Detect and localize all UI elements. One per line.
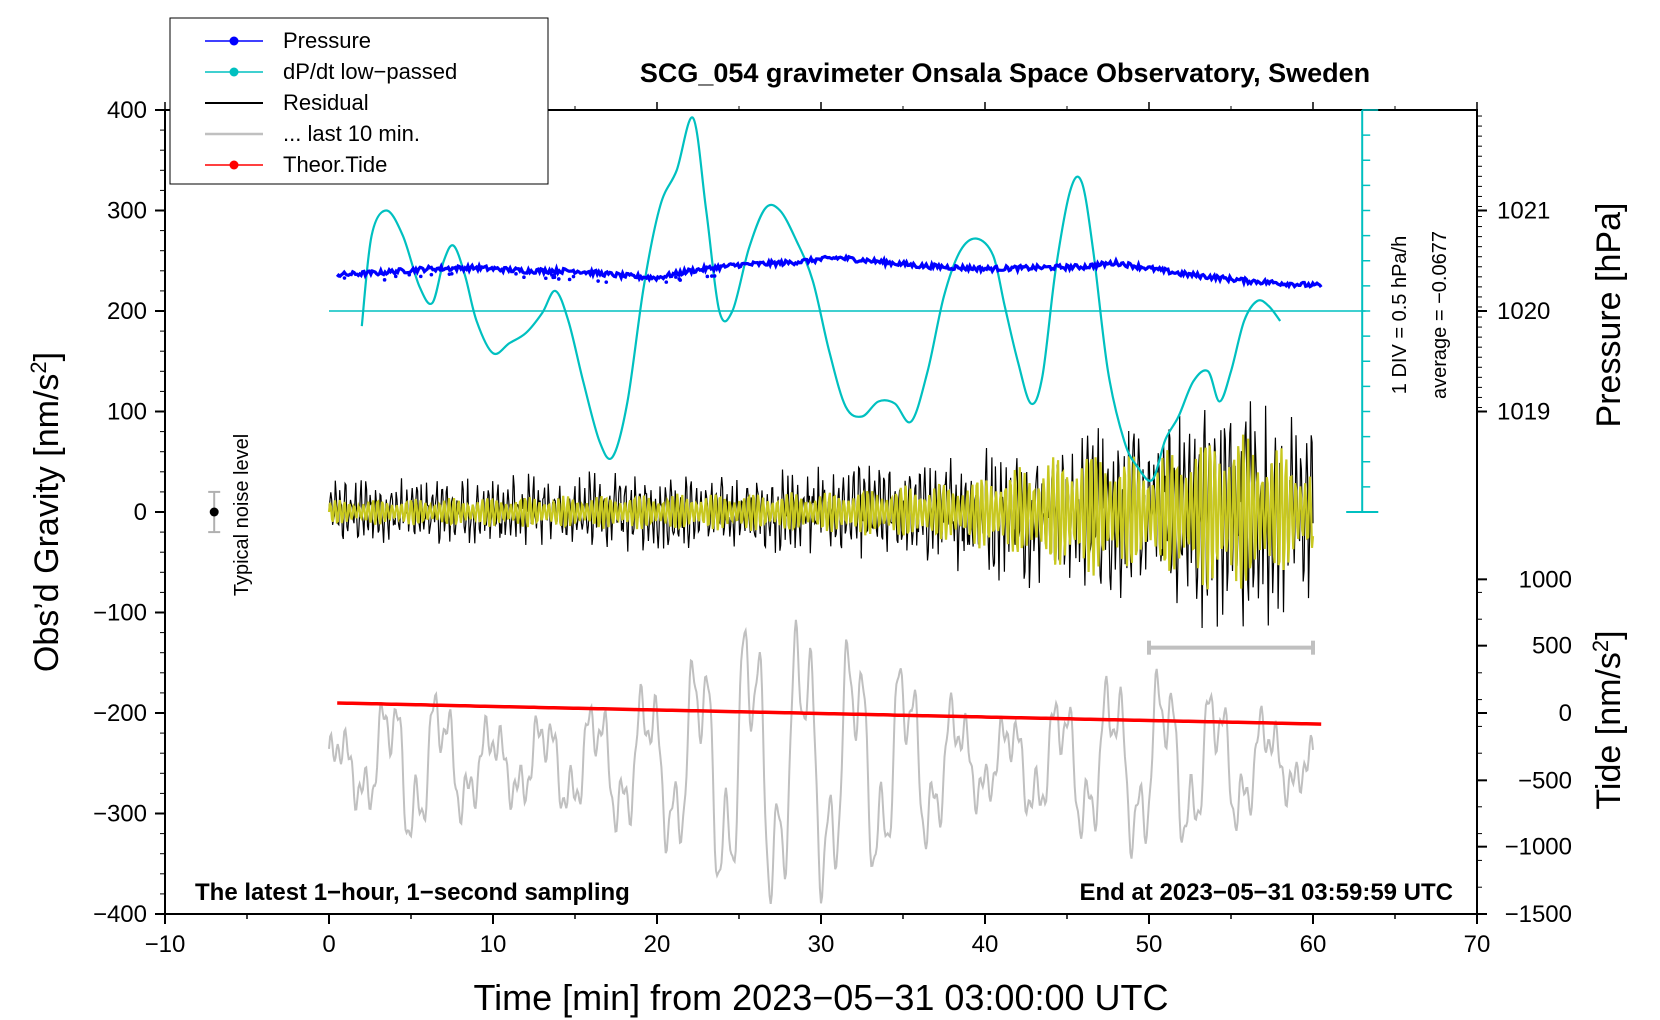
x-tick-label: 60 [1300,931,1327,958]
pressure-outlier-point [429,272,434,277]
tide-tick-label: −1000 [1505,834,1572,861]
tide-tick-label: −500 [1518,767,1572,794]
tide-tick-label: 1000 [1519,566,1572,593]
pressure-outlier-point [664,280,669,284]
legend-item-dpdt: dP/dt low−passed [205,59,457,84]
pressure-outlier-point [567,277,572,282]
annotation-end-time: End at 2023−05−31 03:59:59 UTC [1079,879,1453,906]
y-left-tick-label: 100 [107,399,147,426]
pressure-outlier-point [418,274,423,279]
pressure-outlier-point [596,279,600,283]
y-left-tick-label: −300 [93,801,147,828]
series-residual [328,401,1314,629]
y-axis-tide-label-main: Tide [nm/s [1590,652,1628,809]
dpdt-average-label: average = −0.0677 [1429,231,1451,399]
pressure-outlier-point [674,275,678,279]
pressure-outlier-point [544,276,548,281]
y-axis-tide-label-end: ] [1590,630,1628,639]
pressure-outlier-point [450,271,454,276]
y-left-tick-label: 200 [107,298,147,325]
pressure-outlier-point [382,278,387,282]
noise-bar-dot [209,507,219,517]
y-axis-tide-label-sup: 2 [1588,640,1613,652]
x-axis-label: Time [min] from 2023−05−31 03:00:00 UTC [473,977,1168,1018]
series-pressure [335,253,1323,290]
y-axis-left-label-end: ] [28,352,66,361]
series-tide [337,701,1322,726]
pressure-outlier-point [677,277,681,281]
y-axis-left: 400 300 200 100 0 −100 −200 −300 −400 [93,97,165,928]
pressure-outlier-point [522,275,526,280]
x-tick-label: 40 [972,931,999,958]
pressure-tick-label: 1020 [1497,298,1550,325]
pressure-outlier-point [571,274,576,279]
legend-marker-tide [229,160,239,170]
legend-marker-pressure [229,36,239,46]
annotation-sampling: The latest 1−hour, 1−second sampling [195,879,630,906]
chart-title: SCG_054 gravimeter Onsala Space Observat… [640,58,1370,88]
y-left-tick-label: −200 [93,700,147,727]
x-axis: −10 0 10 20 30 40 50 60 70 [145,102,1491,958]
tide-tick-label: 0 [1559,700,1572,727]
x-tick-label: 70 [1464,931,1491,958]
pressure-outlier-point [604,280,609,284]
x-tick-label: 30 [808,931,835,958]
pressure-outlier-point [514,272,518,276]
pressure-outlier-point [342,276,347,280]
x-tick-label: 50 [1136,931,1163,958]
legend-item-last10: ... last 10 min. [205,121,420,146]
y-left-tick-label: −400 [93,901,147,928]
legend: Pressure dP/dt low−passed Residual ... l… [169,17,549,185]
pressure-outlier-point [556,277,561,281]
noise-label: Typical noise level [231,434,253,596]
legend-item-tide: Theor.Tide [205,152,387,177]
legend-item-residual: Residual [205,90,369,115]
legend-label-residual: Residual [283,90,369,115]
pressure-outlier-point [705,274,710,279]
y-axis-pressure-label: Pressure [hPa] [1590,203,1628,428]
y-axis-tide-label: Tide [nm/s2] [1588,630,1629,809]
tide-tick-label: 500 [1532,633,1572,660]
x-tick-label: 10 [480,931,507,958]
legend-marker-dpdt [229,67,239,77]
legend-item-pressure: Pressure [205,28,371,53]
pressure-tick-label: 1021 [1497,198,1550,225]
y-left-tick-label: −100 [93,600,147,627]
y-axis-left-label-sup: 2 [26,361,51,373]
series-layer [327,116,1366,905]
y-axis-left-label-main: Obs’d Gravity [nm/s [28,374,66,673]
legend-label-pressure: Pressure [283,28,371,53]
y-axis-right: 1021 1020 1019 1000 500 0 −500 −1000 −1500 [1477,115,1572,928]
y-axis-left-label: Obs’d Gravity [nm/s2] [26,352,67,672]
pressure-outlier-point [552,275,557,280]
series-dpdt [360,116,1282,482]
x-tick-label: 0 [322,931,335,958]
pressure-outlier-point [709,274,714,278]
legend-label-tide: Theor.Tide [283,152,387,177]
y-left-tick-label: 300 [107,198,147,225]
legend-box [169,17,549,185]
dpdt-div-label: 1 DIV = 0.5 hPa/h [1389,236,1411,394]
y-left-tick-label: 400 [107,97,147,124]
pressure-tick-label: 1019 [1497,399,1550,426]
pressure-outlier-point [393,274,398,279]
legend-label-dpdt: dP/dt low−passed [283,59,457,84]
pressure-outlier-point [712,274,717,278]
x-tick-label: 20 [644,931,671,958]
pressure-outlier-point [407,272,412,277]
x-tick-label: −10 [145,931,186,958]
legend-label-last10: ... last 10 min. [283,121,420,146]
series-residual-filtered [327,434,1315,590]
extras-layer [208,109,1379,655]
tide-tick-label: −1500 [1505,901,1572,928]
series-last10 [328,619,1314,905]
y-left-tick-label: 0 [134,499,147,526]
